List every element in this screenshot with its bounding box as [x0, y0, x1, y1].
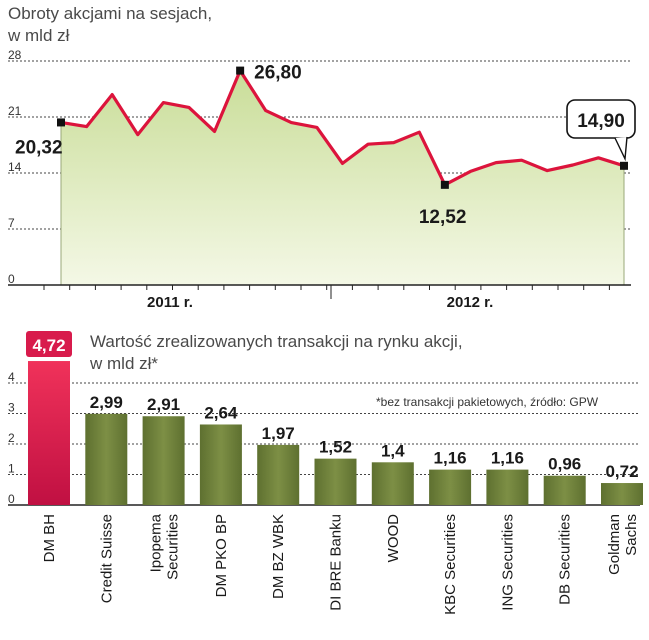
highlight-label-box — [26, 331, 72, 358]
data-label: 14,90 — [577, 111, 625, 132]
bar-value-label: 1,97 — [262, 424, 295, 443]
line-chart-annotations: 20,32 26,80 12,52 14,90 — [15, 63, 636, 228]
series-line — [59, 69, 626, 187]
callout-pointer — [614, 136, 628, 162]
line-chart-fill — [61, 70, 624, 285]
bar-chart-title: Wartość zrealizowanych transakcji na ryn… — [90, 332, 463, 351]
category-label-line: DM BH — [41, 514, 58, 562]
category-label-line: DI BRE Banku — [328, 514, 345, 611]
bar — [543, 475, 586, 505]
year-label: 2012 r. — [447, 294, 494, 311]
category-label: ING Securities — [499, 514, 516, 611]
bar-value-label: 1,16 — [434, 449, 467, 468]
category-label-line: DM BZ WBK — [270, 514, 287, 599]
y-tick-label: 0 — [8, 492, 15, 506]
category-label-line: Sachs — [623, 514, 640, 556]
data-point-marker — [440, 180, 449, 189]
line-chart-subtitle: w mld zł — [7, 26, 70, 45]
category-label: IpopemaSecurities — [148, 513, 182, 580]
bar — [28, 361, 70, 505]
bar-value-label: 1,4 — [381, 441, 405, 460]
bar — [314, 458, 357, 505]
category-label: DM PKO BP — [213, 514, 230, 597]
bar-value-label: 2,99 — [90, 393, 123, 412]
category-label: GoldmanSachs — [606, 514, 640, 575]
category-label-line: ING Securities — [499, 514, 516, 611]
bar — [142, 416, 185, 505]
category-label-line: Securities — [165, 514, 182, 580]
bar-value-label: 0,96 — [548, 455, 581, 474]
y-tick-label: 1 — [8, 462, 15, 476]
bar — [486, 469, 529, 505]
category-label: KBC Securities — [442, 514, 459, 615]
bar — [199, 424, 242, 505]
data-point-marker — [57, 118, 65, 127]
category-label-line: Credit Suisse — [98, 514, 115, 603]
line-chart-area — [59, 69, 626, 285]
data-label: 12,52 — [419, 207, 467, 228]
category-label-line: Goldman — [606, 514, 623, 575]
category-label-line: DM PKO BP — [213, 514, 230, 597]
y-tick-label: 4 — [8, 370, 15, 384]
bar — [601, 483, 643, 505]
bar-value-label: 2,91 — [147, 395, 180, 414]
bar — [429, 469, 472, 505]
bar — [257, 444, 300, 505]
bar-value-label: 4,72 — [32, 336, 65, 355]
bar-value-label: 1,52 — [319, 438, 352, 457]
category-label: DM BH — [41, 514, 58, 562]
y-tick-label: 0 — [8, 272, 15, 286]
line-chart-x-axis: 2011 r. 2012 r. — [8, 284, 631, 311]
callout-box — [566, 99, 636, 139]
data-point-marker — [620, 161, 628, 170]
bar-value-label: 1,16 — [491, 449, 524, 468]
bar-chart-categories: DM BH Credit Suisse IpopemaSecurities DM PK… — [41, 513, 640, 615]
category-label: DB Securities — [557, 514, 574, 605]
category-label-line: DB Securities — [557, 514, 574, 605]
bar-chart-y-ticks: 0 1 2 3 4 — [8, 370, 15, 506]
category-label-line: Ipopema — [148, 513, 165, 572]
bar-value-label: 2,64 — [204, 403, 238, 422]
line-chart-title: Obroty akcjami na sesjach, — [8, 4, 212, 23]
y-tick-label: 14 — [8, 160, 22, 174]
data-point-marker — [236, 66, 245, 75]
line-chart-y-ticks: 0 7 14 21 28 — [8, 48, 22, 286]
year-label: 2011 r. — [147, 294, 193, 311]
y-tick-label: 28 — [8, 48, 22, 62]
category-label-line: KBC Securities — [442, 514, 459, 615]
category-label: Credit Suisse — [98, 514, 115, 603]
bar — [371, 462, 414, 505]
data-label: 20,32 — [15, 137, 63, 158]
bar-value-label: 0,72 — [605, 462, 638, 481]
bar — [85, 413, 128, 505]
bar-chart-note: *bez transakcji pakietowych, źródło: GPW — [376, 395, 599, 409]
y-tick-label: 21 — [8, 104, 22, 118]
category-label: DI BRE Banku — [328, 514, 345, 611]
category-label-line: WOOD — [385, 514, 402, 562]
y-tick-label: 2 — [8, 431, 15, 445]
data-label: 26,80 — [254, 63, 302, 84]
bar-chart-subtitle: w mld zł* — [89, 354, 158, 373]
bar-chart-bars: 4,72 2,99 2,91 2,64 1,97 1,52 1,4 1,16 1,16 0,96 0… — [26, 331, 643, 505]
category-label: WOOD — [385, 514, 402, 562]
y-tick-label: 3 — [8, 401, 15, 415]
category-label: DM BZ WBK — [270, 514, 287, 599]
y-tick-label: 7 — [8, 216, 15, 230]
